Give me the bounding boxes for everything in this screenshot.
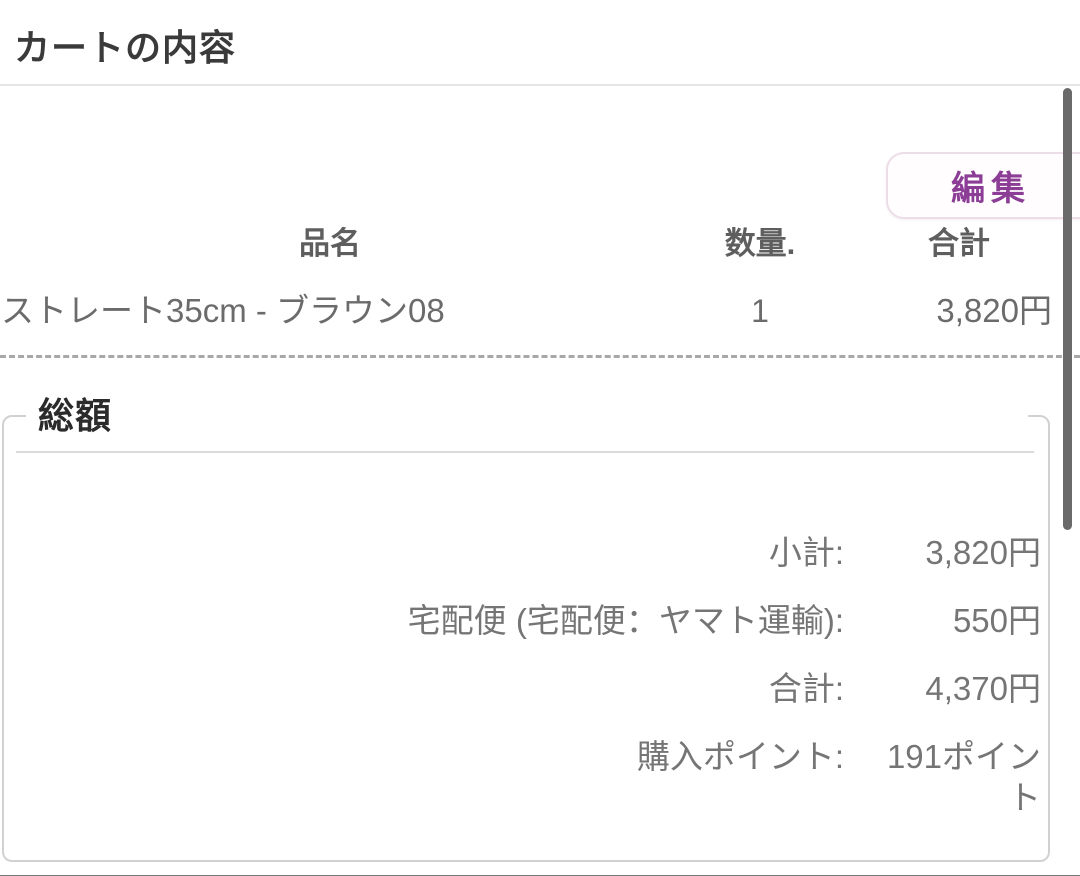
title-divider: [0, 84, 1080, 86]
totals-fieldset: 総額 小計: 3,820円 宅配便 (宅配便：ヤマト運輸): 550円 合計: …: [2, 393, 1050, 862]
points-value: 191ポイント: [886, 738, 1041, 816]
subtotal-row: 小計: 3,820円: [4, 519, 1041, 587]
grand-total-label: 合計:: [768, 670, 844, 707]
cart-item-quantity: 1: [751, 293, 769, 329]
points-label: 購入ポイント:: [636, 738, 844, 775]
totals-table: 小計: 3,820円 宅配便 (宅配便：ヤマト運輸): 550円 合計: 4,3…: [4, 519, 1041, 832]
shipping-row: 宅配便 (宅配便：ヤマト運輸): 550円: [4, 587, 1041, 655]
column-header-name: 品名: [299, 226, 361, 261]
grand-total-value: 4,370円: [925, 670, 1041, 707]
subtotal-value: 3,820円: [925, 534, 1041, 571]
cart-item-row: ストレート35cm - ブラウン08 1 3,820円: [0, 268, 1058, 333]
totals-inner-divider: [16, 451, 1034, 453]
shipping-value: 550円: [952, 602, 1041, 639]
shipping-label: 宅配便 (宅配便：ヤマト運輸):: [407, 602, 844, 639]
grand-total-row: 合計: 4,370円: [4, 655, 1041, 723]
cart-item-total: 3,820円: [936, 292, 1052, 329]
edit-button[interactable]: 編集: [886, 152, 1080, 219]
dashed-divider: [0, 355, 1080, 358]
points-row: 購入ポイント: 191ポイント: [4, 723, 1041, 832]
page-title: カートの内容: [14, 27, 237, 68]
column-header-total: 合計: [928, 226, 990, 261]
totals-legend: 総額: [26, 393, 1028, 439]
column-header-quantity: 数量.: [724, 226, 796, 261]
cart-toolbar: 編集: [0, 94, 1080, 219]
vertical-scrollbar-thumb[interactable]: [1063, 88, 1072, 530]
cart-item-name: ストレート35cm - ブラウン08: [1, 292, 445, 329]
subtotal-label: 小計:: [768, 534, 844, 571]
cart-items-table: 品名 数量. 合計 ストレート35cm - ブラウン08 1 3,820円: [0, 218, 1058, 333]
cart-table-header-row: 品名 数量. 合計: [0, 218, 1058, 268]
